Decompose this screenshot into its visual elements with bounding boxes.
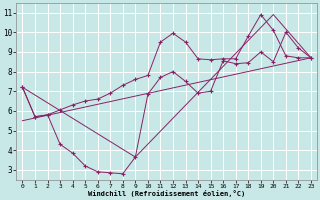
- X-axis label: Windchill (Refroidissement éolien,°C): Windchill (Refroidissement éolien,°C): [88, 190, 245, 197]
